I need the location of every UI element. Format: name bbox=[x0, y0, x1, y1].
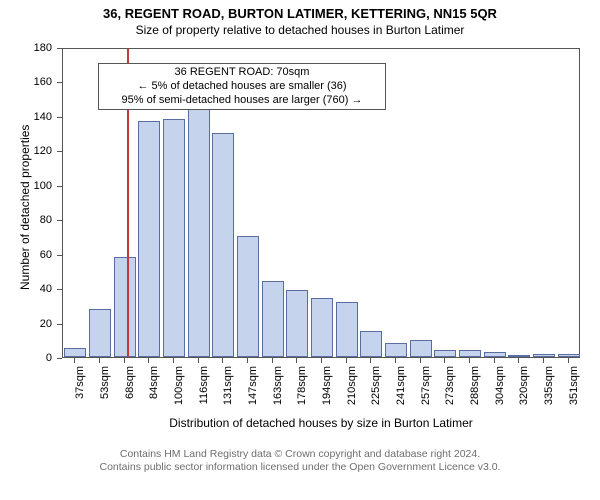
bar bbox=[558, 354, 580, 357]
x-tick-mark bbox=[568, 358, 569, 363]
x-tick-label: 288sqm bbox=[469, 366, 481, 416]
y-tick-mark bbox=[57, 186, 62, 187]
y-tick-label: 180 bbox=[0, 42, 52, 54]
y-tick-label: 160 bbox=[0, 76, 52, 88]
x-tick-mark bbox=[198, 358, 199, 363]
bar bbox=[237, 236, 259, 357]
x-tick-label: 241sqm bbox=[395, 366, 407, 416]
y-tick-mark bbox=[57, 289, 62, 290]
x-tick-mark bbox=[148, 358, 149, 363]
x-axis-label: Distribution of detached houses by size … bbox=[62, 416, 580, 430]
bar bbox=[434, 350, 456, 357]
x-tick-label: 257sqm bbox=[420, 366, 432, 416]
y-tick-mark bbox=[57, 151, 62, 152]
x-tick-label: 178sqm bbox=[296, 366, 308, 416]
y-tick-mark bbox=[57, 82, 62, 83]
chart-subtitle: Size of property relative to detached ho… bbox=[0, 21, 600, 37]
y-tick-mark bbox=[57, 324, 62, 325]
y-tick-label: 60 bbox=[0, 249, 52, 261]
x-tick-mark bbox=[543, 358, 544, 363]
x-tick-mark bbox=[469, 358, 470, 363]
bar bbox=[459, 350, 481, 357]
bar bbox=[533, 354, 555, 357]
y-tick-label: 120 bbox=[0, 145, 52, 157]
bar bbox=[508, 355, 530, 357]
y-tick-label: 20 bbox=[0, 318, 52, 330]
bar bbox=[64, 348, 86, 357]
bar bbox=[114, 257, 136, 357]
y-tick-mark bbox=[57, 358, 62, 359]
footer: Contains HM Land Registry data © Crown c… bbox=[0, 448, 600, 474]
annotation-line: ← 5% of detached houses are smaller (36) bbox=[101, 80, 383, 94]
x-tick-mark bbox=[346, 358, 347, 363]
x-tick-mark bbox=[395, 358, 396, 363]
bar bbox=[484, 352, 506, 357]
x-tick-label: 225sqm bbox=[370, 366, 382, 416]
bar bbox=[188, 107, 210, 357]
chart-container: { "title": "36, REGENT ROAD, BURTON LATI… bbox=[0, 0, 600, 500]
x-tick-mark bbox=[420, 358, 421, 363]
y-tick-mark bbox=[57, 220, 62, 221]
y-tick-mark bbox=[57, 117, 62, 118]
x-tick-mark bbox=[296, 358, 297, 363]
x-tick-label: 304sqm bbox=[494, 366, 506, 416]
x-tick-mark bbox=[321, 358, 322, 363]
x-tick-mark bbox=[247, 358, 248, 363]
x-tick-label: 37sqm bbox=[74, 366, 86, 416]
x-tick-label: 273sqm bbox=[444, 366, 456, 416]
x-tick-mark bbox=[173, 358, 174, 363]
x-tick-mark bbox=[370, 358, 371, 363]
x-tick-label: 194sqm bbox=[321, 366, 333, 416]
x-tick-label: 100sqm bbox=[173, 366, 185, 416]
bar bbox=[336, 302, 358, 357]
x-tick-label: 68sqm bbox=[124, 366, 136, 416]
x-tick-mark bbox=[444, 358, 445, 363]
bar bbox=[286, 290, 308, 357]
annotation-line: 36 REGENT ROAD: 70sqm bbox=[101, 66, 383, 80]
x-tick-label: 147sqm bbox=[247, 366, 259, 416]
annotation-box: 36 REGENT ROAD: 70sqm← 5% of detached ho… bbox=[98, 63, 386, 110]
x-tick-mark bbox=[124, 358, 125, 363]
bar bbox=[212, 133, 234, 357]
x-tick-label: 84sqm bbox=[148, 366, 160, 416]
bar bbox=[138, 121, 160, 357]
x-tick-label: 163sqm bbox=[272, 366, 284, 416]
bar bbox=[385, 343, 407, 357]
y-tick-label: 100 bbox=[0, 180, 52, 192]
y-tick-label: 80 bbox=[0, 214, 52, 226]
x-tick-label: 131sqm bbox=[222, 366, 234, 416]
annotation-line: 95% of semi-detached houses are larger (… bbox=[101, 94, 383, 108]
bar bbox=[311, 298, 333, 357]
x-tick-label: 351sqm bbox=[568, 366, 580, 416]
x-tick-label: 53sqm bbox=[99, 366, 111, 416]
footer-line-1: Contains HM Land Registry data © Crown c… bbox=[0, 448, 600, 461]
y-tick-label: 140 bbox=[0, 111, 52, 123]
bar bbox=[89, 309, 111, 357]
y-tick-mark bbox=[57, 48, 62, 49]
x-tick-label: 210sqm bbox=[346, 366, 358, 416]
y-tick-label: 40 bbox=[0, 283, 52, 295]
x-tick-mark bbox=[494, 358, 495, 363]
y-tick-mark bbox=[57, 255, 62, 256]
bar bbox=[163, 119, 185, 357]
x-tick-label: 320sqm bbox=[518, 366, 530, 416]
x-tick-mark bbox=[518, 358, 519, 363]
bar bbox=[360, 331, 382, 357]
bar bbox=[410, 340, 432, 357]
x-tick-mark bbox=[99, 358, 100, 363]
x-tick-mark bbox=[272, 358, 273, 363]
x-tick-mark bbox=[74, 358, 75, 363]
footer-line-2: Contains public sector information licen… bbox=[0, 461, 600, 474]
bar bbox=[262, 281, 284, 357]
chart-title: 36, REGENT ROAD, BURTON LATIMER, KETTERI… bbox=[0, 0, 600, 21]
y-tick-label: 0 bbox=[0, 352, 52, 364]
x-tick-mark bbox=[222, 358, 223, 363]
x-tick-label: 116sqm bbox=[198, 366, 210, 416]
x-tick-label: 335sqm bbox=[543, 366, 555, 416]
